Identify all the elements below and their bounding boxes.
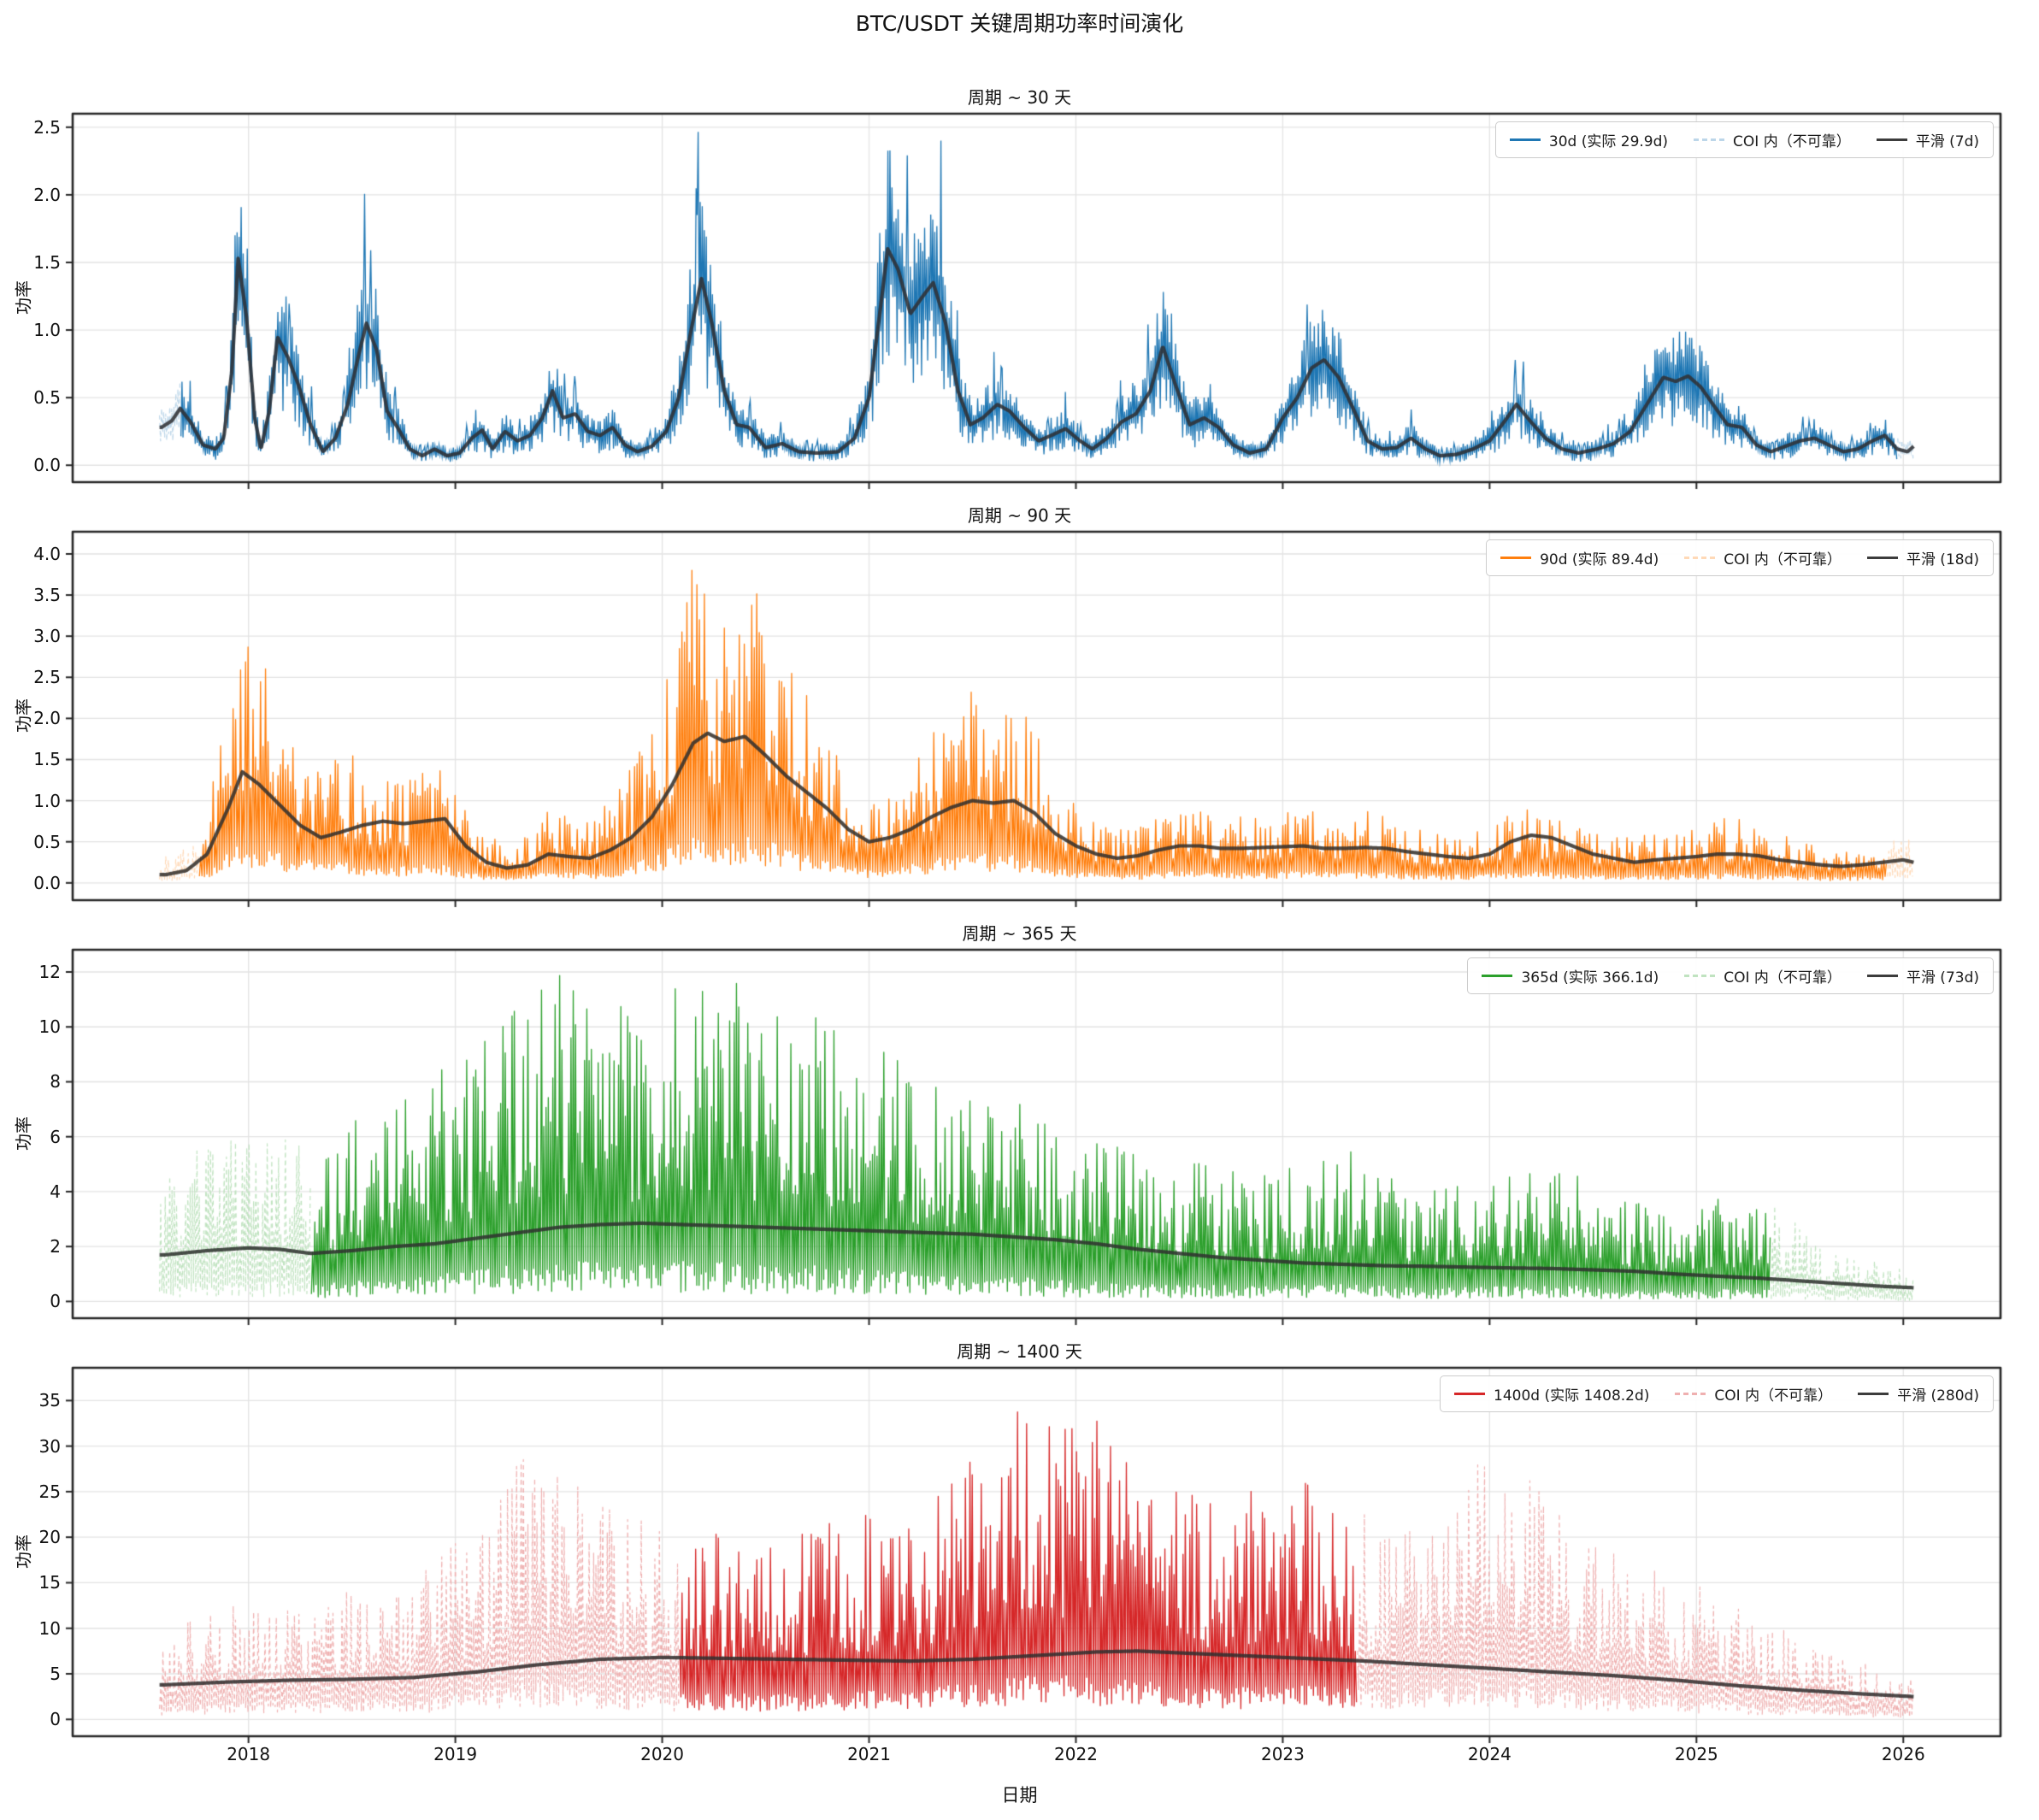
- x-tick-label: 2020: [640, 1744, 685, 1764]
- y-tick-label: 0.0: [33, 872, 61, 893]
- y-tick-label: 5: [50, 1664, 61, 1684]
- y-tick-label: 25: [38, 1481, 61, 1502]
- legend-item-smooth: 平滑 (7d): [1876, 129, 1979, 150]
- y-tick-label: 12: [38, 962, 61, 982]
- legend-30d: 30d (实际 29.9d) COI 内（不可靠） 平滑 (7d): [1494, 121, 1994, 158]
- y-axis-label-365d: 功率: [13, 1116, 34, 1151]
- legend-item-raw: 1400d (实际 1408.2d): [1454, 1383, 1649, 1405]
- y-tick-label: 2.5: [33, 667, 61, 688]
- legend-90d: 90d (实际 89.4d) COI 内（不可靠） 平滑 (18d): [1486, 539, 1994, 576]
- y-tick-label: 2: [50, 1236, 61, 1258]
- line-swatch-icon: [1482, 975, 1513, 977]
- legend-label: 30d (实际 29.9d): [1548, 133, 1669, 150]
- legend-item-raw: 90d (实际 89.4d): [1500, 547, 1659, 568]
- legend-label: 平滑 (18d): [1906, 551, 1979, 568]
- legend-item-coi: COI 内（不可靠）: [1675, 1383, 1832, 1405]
- y-tick-label: 0.5: [33, 831, 61, 852]
- x-tick-label: 2025: [1674, 1744, 1718, 1764]
- y-axis-label-1400d: 功率: [13, 1534, 34, 1569]
- y-tick-label: 20: [38, 1527, 61, 1548]
- x-tick-label: 2024: [1467, 1744, 1512, 1764]
- line-swatch-icon: [1876, 138, 1907, 141]
- legend-item-coi: COI 内（不可靠）: [1684, 965, 1842, 987]
- y-tick-label: 1.5: [33, 251, 61, 273]
- x-tick-label: 2019: [433, 1744, 478, 1764]
- y-tick-label: 8: [50, 1071, 61, 1093]
- y-tick-label: 4: [50, 1181, 61, 1202]
- y-tick-label: 15: [38, 1572, 61, 1593]
- legend-item-raw: 30d (实际 29.9d): [1509, 129, 1669, 150]
- legend-label: 平滑 (280d): [1897, 1387, 1979, 1405]
- line-swatch-icon: [1509, 138, 1541, 141]
- y-tick-label: 35: [38, 1390, 61, 1411]
- y-tick-label: 0.0: [33, 455, 61, 476]
- x-tick-label: 2022: [1054, 1744, 1098, 1764]
- legend-item-coi: COI 内（不可靠）: [1694, 129, 1851, 150]
- y-tick-label: 1.5: [33, 749, 61, 770]
- legend-label: 90d (实际 89.4d): [1540, 551, 1659, 568]
- legend-item-smooth: 平滑 (280d): [1858, 1383, 1979, 1405]
- y-tick-label: 3.5: [33, 585, 61, 606]
- legend-label: 平滑 (73d): [1906, 969, 1979, 987]
- legend-item-raw: 365d (实际 366.1d): [1482, 965, 1659, 987]
- y-axis-label-30d: 功率: [13, 280, 34, 315]
- legend-label: COI 内（不可靠）: [1724, 551, 1842, 568]
- x-axis-label: 日期: [1001, 1785, 1038, 1805]
- y-tick-label: 30: [38, 1435, 61, 1457]
- legend-label: COI 内（不可靠）: [1724, 969, 1842, 987]
- y-tick-label: 0: [50, 1291, 61, 1312]
- y-tick-label: 10: [38, 1016, 61, 1038]
- y-tick-label: 2.0: [33, 708, 61, 729]
- main-title: BTC/USDT 关键周期功率时间演化: [855, 11, 1184, 36]
- y-tick-label: 10: [38, 1617, 61, 1639]
- legend-365d: 365d (实际 366.1d) COI 内（不可靠） 平滑 (73d): [1467, 957, 1994, 994]
- legend-1400d: 1400d (实际 1408.2d) COI 内（不可靠） 平滑 (280d): [1440, 1375, 1994, 1412]
- panel-title-365d: 周期 ~ 365 天: [962, 923, 1077, 944]
- y-tick-label: 4.0: [33, 543, 61, 564]
- line-swatch-icon: [1500, 557, 1532, 559]
- y-axis-label-90d: 功率: [13, 698, 34, 733]
- y-tick-label: 2.0: [33, 184, 61, 205]
- line-swatch-icon: [1858, 1393, 1889, 1395]
- x-tick-label: 2018: [227, 1744, 271, 1764]
- legend-item-smooth: 平滑 (18d): [1866, 547, 1979, 568]
- line-swatch-icon: [1866, 975, 1898, 977]
- y-tick-label: 1.0: [33, 320, 61, 341]
- dashed-line-swatch-icon: [1675, 1393, 1706, 1395]
- panel-title-1400d: 周期 ~ 1400 天: [957, 1341, 1082, 1362]
- y-tick-label: 3.0: [33, 626, 61, 647]
- legend-label: 365d (实际 366.1d): [1521, 969, 1659, 987]
- legend-label: 1400d (实际 1408.2d): [1494, 1387, 1650, 1405]
- legend-label: COI 内（不可靠）: [1714, 1387, 1833, 1405]
- panel-title-30d: 周期 ~ 30 天: [967, 87, 1072, 108]
- line-swatch-icon: [1866, 557, 1898, 559]
- y-tick-label: 0: [50, 1709, 61, 1730]
- dashed-line-swatch-icon: [1684, 975, 1716, 977]
- legend-label: 平滑 (7d): [1915, 133, 1979, 150]
- legend-label: COI 内（不可靠）: [1733, 133, 1851, 150]
- y-tick-label: 2.5: [33, 116, 61, 138]
- x-tick-label: 2021: [847, 1744, 891, 1764]
- y-tick-label: 0.5: [33, 387, 61, 409]
- x-tick-label: 2023: [1260, 1744, 1305, 1764]
- panel-title-90d: 周期 ~ 90 天: [967, 505, 1072, 526]
- y-tick-label: 6: [50, 1126, 61, 1147]
- legend-item-smooth: 平滑 (73d): [1866, 965, 1979, 987]
- dashed-line-swatch-icon: [1694, 138, 1725, 141]
- legend-item-coi: COI 内（不可靠）: [1684, 547, 1842, 568]
- line-swatch-icon: [1454, 1393, 1485, 1395]
- y-tick-label: 1.0: [33, 790, 61, 811]
- x-tick-label: 2026: [1881, 1744, 1925, 1764]
- dashed-line-swatch-icon: [1684, 557, 1716, 559]
